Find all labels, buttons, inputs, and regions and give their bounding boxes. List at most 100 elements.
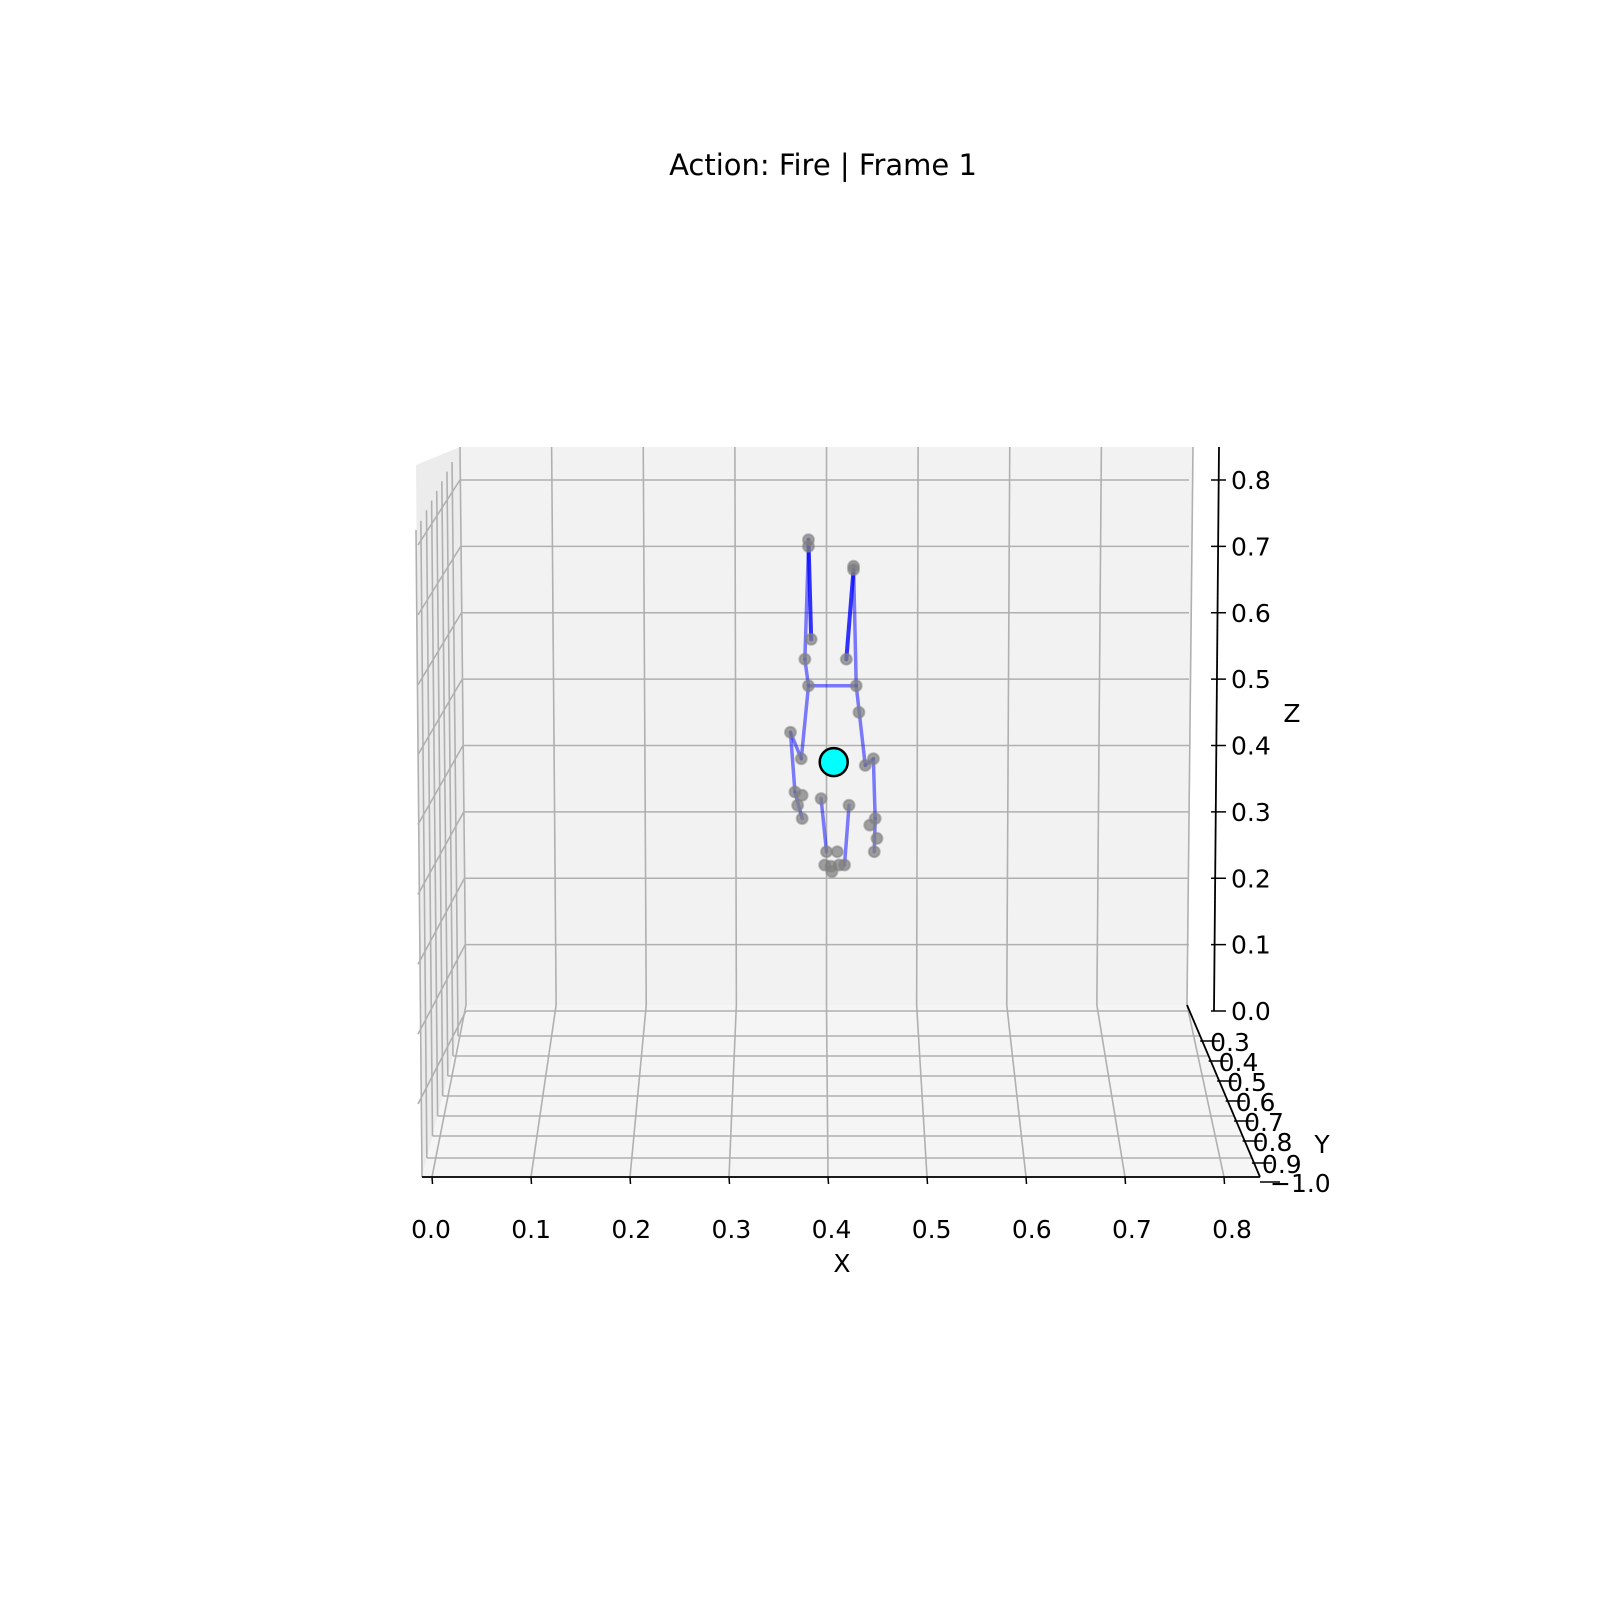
y-gridline-side (420, 520, 428, 1159)
x-tick-mark (1124, 1176, 1127, 1185)
x-tick-label: 0.0 (411, 1215, 451, 1244)
x-gridline-floor (1096, 1004, 1126, 1178)
joint-point (839, 652, 853, 666)
z-tick-label: 0.7 (1231, 532, 1271, 561)
skeleton-bone (819, 796, 829, 854)
y-gridline-side (446, 471, 454, 1057)
y-tick-label: 0.4 (1219, 1048, 1259, 1077)
x-gridline-wall (1096, 446, 1103, 1006)
joint-point (795, 812, 809, 826)
x-tick-label: 0.3 (711, 1215, 751, 1244)
joint-point (847, 563, 861, 577)
joint-point (825, 865, 839, 879)
y-axis-label: Y (1313, 1130, 1330, 1159)
x-tick-mark (926, 1176, 929, 1185)
skeleton-bone (851, 564, 858, 688)
joint-point (814, 792, 828, 806)
z-tick-label: 0.3 (1231, 798, 1271, 827)
skeleton-bone (842, 803, 851, 867)
joint-point (866, 752, 880, 766)
joint-point (849, 679, 863, 693)
z-tick-label: 0.6 (1231, 599, 1271, 628)
joint-point (852, 705, 866, 719)
x-gridline-floor (1005, 1004, 1027, 1178)
x-gridline-floor (728, 1004, 738, 1178)
x-tick-mark (1223, 1176, 1226, 1185)
x-tick-mark (629, 1176, 632, 1185)
x-tick-mark (1025, 1176, 1028, 1185)
joint-point (801, 539, 815, 553)
joint-point (863, 818, 877, 832)
x-gridline-floor (431, 1004, 467, 1178)
y-gridline-side (430, 500, 439, 1117)
x-tick-label: 0.4 (812, 1215, 852, 1244)
axes (422, 446, 1280, 1185)
y-gridline-side (435, 490, 444, 1097)
joint-point (870, 831, 884, 845)
joint-point (798, 652, 812, 666)
joint-point (867, 845, 881, 859)
y-tick-label: 0.8 (1253, 1128, 1293, 1157)
y-gridline-side (441, 481, 449, 1077)
skeleton-bone (871, 757, 877, 821)
floor-pane (422, 1005, 1260, 1177)
joint-point (791, 798, 805, 812)
y-tick-label: 0.5 (1227, 1068, 1267, 1097)
x-gridline-wall (915, 446, 919, 1006)
z-tick-label: 0.8 (1231, 466, 1271, 495)
joint-point (842, 798, 856, 812)
skeleton-bone (854, 684, 868, 768)
skeleton-bone (799, 684, 811, 761)
tick-labels: 0.0 0.1 0.2 0.3 0.4 0.5 0.6 0.7 0.80.00.10.20.30… (411, 466, 1331, 1244)
x-axis-label: X (833, 1249, 850, 1278)
x-gridline-wall (550, 446, 557, 1006)
x-gridline-floor (629, 1004, 648, 1178)
chart-title: Action: Fire | Frame 1 (669, 148, 977, 182)
z-axis-label: Z (1283, 699, 1300, 728)
y-axis-line (1186, 1004, 1261, 1178)
grid (415, 446, 1260, 1178)
z-tick-label: 0.4 (1231, 732, 1271, 761)
x-tick-mark (530, 1176, 533, 1185)
y-tick-label: 0.6 (1236, 1088, 1276, 1117)
highlight-layer (818, 746, 849, 778)
x-tick-label: 0.6 (1012, 1215, 1052, 1244)
x-tick-label: 0.5 (912, 1215, 952, 1244)
x-tick-mark (431, 1176, 434, 1185)
x-gridline-wall (642, 446, 648, 1006)
skeleton-joints (783, 533, 884, 879)
z-tick-label: 0.0 (1231, 997, 1271, 1026)
x-tick-label: 0.1 (511, 1215, 551, 1244)
x-gridline-wall (1186, 446, 1194, 1006)
x-gridline-floor (1186, 1004, 1225, 1178)
x-gridline-floor (825, 1004, 829, 1178)
z-tick-label: 0.1 (1231, 931, 1271, 960)
y-tick-label: 0.7 (1244, 1108, 1284, 1137)
x-tick-label: 0.8 (1212, 1215, 1252, 1244)
y-gridline-side (415, 529, 423, 1178)
z-tick-label: 0.5 (1231, 665, 1271, 694)
y-tick-label: −1.0 (1270, 1169, 1331, 1198)
skeleton-bone (788, 730, 797, 794)
y-tick-label: 0.3 (1210, 1028, 1250, 1057)
y-gridline-side (425, 510, 434, 1137)
joint-point (858, 758, 872, 772)
highlight-joint (818, 746, 849, 778)
x-gridline-floor (915, 1004, 928, 1178)
x-tick-mark (728, 1176, 731, 1185)
joint-point (783, 725, 797, 739)
x-gridline-wall (459, 446, 467, 1006)
y-gridline-side (451, 461, 459, 1037)
joint-point (820, 845, 833, 859)
joint-point (794, 752, 808, 766)
x-tick-mark (827, 1176, 830, 1185)
y-tick-label: 0.9 (1262, 1150, 1302, 1179)
joint-point (801, 679, 815, 693)
joint-point (838, 858, 852, 872)
x-gridline-floor (530, 1004, 557, 1178)
x-gridline-wall (734, 446, 738, 1006)
x-tick-label: 0.2 (611, 1215, 651, 1244)
z-axis-line (1213, 446, 1220, 1012)
